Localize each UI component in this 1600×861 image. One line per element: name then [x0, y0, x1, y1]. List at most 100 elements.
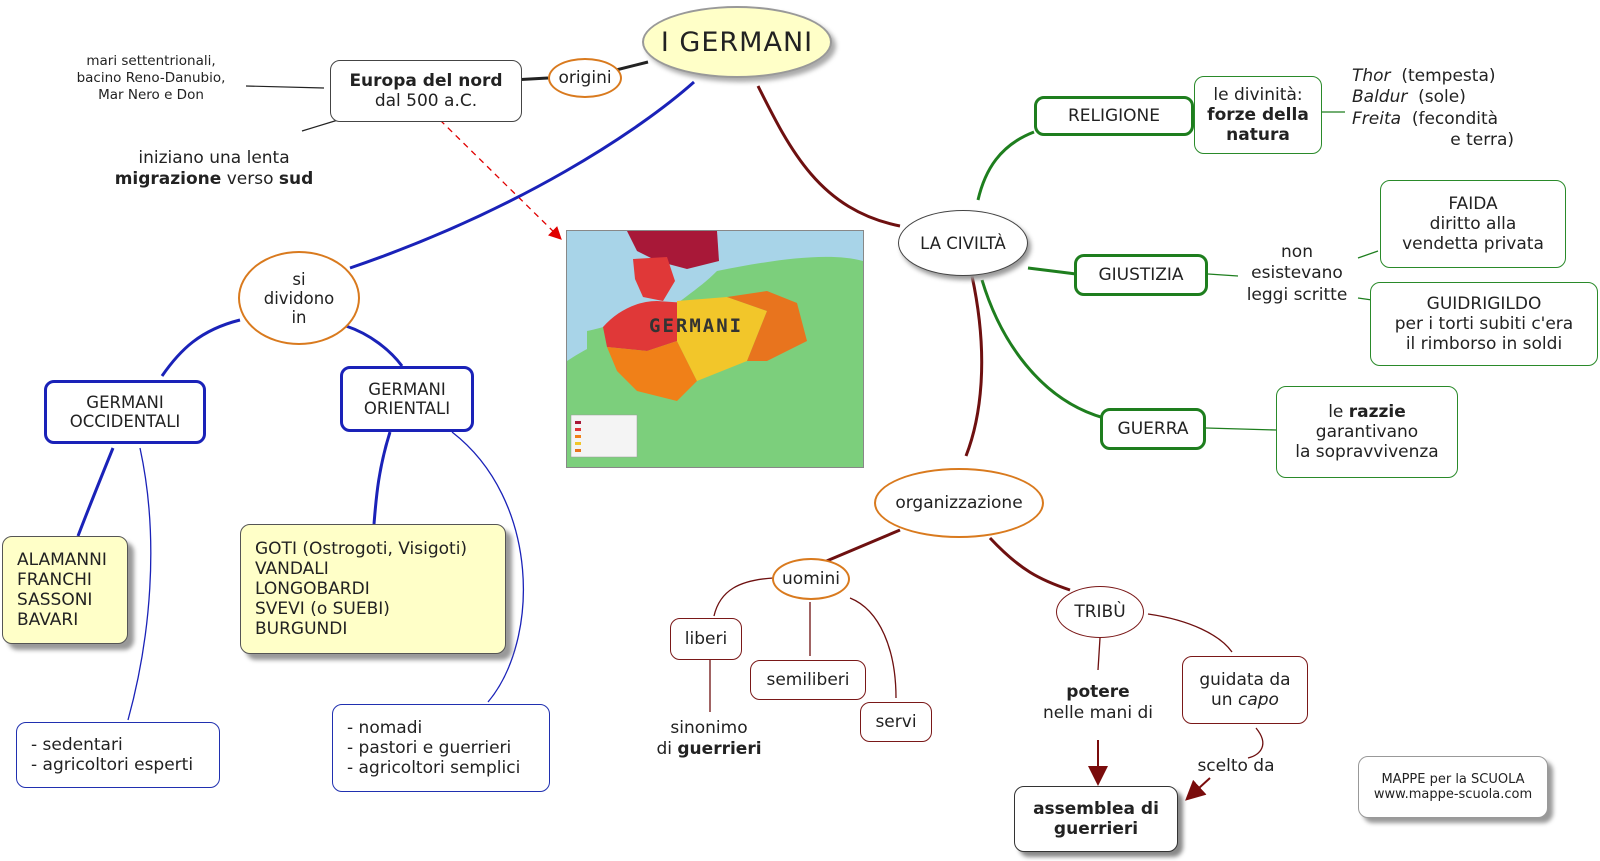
semiliberi-node: semiliberi	[750, 660, 866, 700]
east-tribe: SVEVI (o SUEBI)	[255, 599, 390, 619]
east-traits-box: - nomadi - pastori e guerrieri - agricol…	[332, 704, 550, 792]
religione-node: RELIGIONE	[1034, 96, 1194, 136]
guerra-node: GUERRA	[1100, 408, 1206, 450]
europe-map: GERMANI	[566, 230, 864, 468]
europa-line1: Europa del nord	[349, 71, 503, 91]
west-trait: - agricoltori esperti	[31, 755, 194, 775]
migration-line2: migrazione verso sud	[94, 169, 334, 190]
east-tribes-box: GOTI (Ostrogoti, Visigoti) VANDALI LONGO…	[240, 524, 506, 654]
civilta-node: LA CIVILTÀ	[898, 210, 1028, 276]
scelto-label: scelto da	[1197, 756, 1275, 776]
guerra-desc-bold: razzie	[1348, 402, 1406, 422]
east-tribe: GOTI (Ostrogoti, Visigoti)	[255, 539, 468, 559]
faida-line3: vendetta privata	[1402, 234, 1544, 254]
europa-node: Europa del nord dal 500 a.C.	[330, 60, 522, 122]
god-name: Freita	[1352, 108, 1402, 129]
dividono-node: si dividono in	[238, 251, 360, 345]
tribu-label: TRIBÙ	[1074, 602, 1126, 622]
religione-desc-box: le divinità: forze della natura	[1194, 76, 1322, 154]
east-trait: - pastori e guerrieri	[347, 738, 512, 758]
map-label: GERMANI	[649, 315, 744, 337]
assemblea-line1: assemblea di	[1033, 799, 1159, 819]
footer-line1: MAPPE per la SCUOLA	[1381, 772, 1525, 787]
sinonimo-pre: di	[656, 739, 678, 760]
west-tribe: ALAMANNI	[17, 550, 107, 570]
servi-node: servi	[860, 702, 932, 742]
faida-box: FAIDA diritto alla vendetta privata	[1380, 180, 1566, 268]
religione-desc-line3: natura	[1226, 125, 1290, 145]
occidentali-line1: GERMANI	[86, 393, 164, 412]
guerra-desc-line3: la sopravvivenza	[1295, 442, 1439, 462]
map-graphic	[567, 231, 863, 467]
migration-text: iniziano una lenta migrazione verso sud	[94, 148, 334, 191]
god-name: Thor	[1352, 66, 1391, 86]
guerra-desc-line1: le razzie	[1328, 402, 1406, 422]
guidata-line2: un capo	[1211, 690, 1279, 710]
west-tribe: SASSONI	[17, 590, 93, 610]
god-item: Thor (tempesta)	[1352, 66, 1522, 87]
west-trait: - sedentari	[31, 735, 123, 755]
guerra-desc-box: le razzie garantivano la sopravvivenza	[1276, 386, 1458, 478]
migration-bold2: sud	[278, 169, 314, 190]
potere-bold: potere	[1066, 682, 1130, 702]
germani-occidentali-node: GERMANI OCCIDENTALI	[44, 380, 206, 444]
sinonimo-line2: di guerrieri	[644, 739, 774, 760]
seas-line3: Mar Nero e Don	[98, 86, 204, 103]
liberi-node: liberi	[670, 618, 742, 660]
guidata-pre: un	[1211, 690, 1238, 710]
organizzazione-label: organizzazione	[895, 493, 1023, 513]
guerra-desc-pre: le	[1328, 402, 1349, 422]
dividono-line2: dividono	[263, 288, 335, 308]
seas-text: mari settentrionali, bacino Reno-Danubio…	[56, 53, 246, 104]
guidrigildo-line3: il rimborso in soldi	[1405, 334, 1563, 354]
guidata-node: guidata da un capo	[1182, 656, 1308, 724]
title-text: I GERMANI	[660, 26, 814, 58]
west-tribe: FRANCHI	[17, 570, 92, 590]
god-item: Baldur (sole)	[1352, 87, 1522, 108]
guidata-italic: capo	[1237, 690, 1279, 710]
religione-desc-line2: forze della	[1207, 105, 1309, 125]
footer-line2: www.mappe-scuola.com	[1373, 787, 1533, 802]
origini-node: origini	[548, 58, 622, 98]
god-name: Baldur	[1352, 87, 1408, 108]
germani-orientali-node: GERMANI ORIENTALI	[340, 366, 474, 432]
god-desc: (fecondità	[1401, 108, 1499, 129]
organizzazione-node: organizzazione	[874, 468, 1044, 538]
orientali-line1: GERMANI	[368, 380, 446, 399]
east-trait: - nomadi	[347, 718, 423, 738]
sinonimo-bold: guerrieri	[677, 739, 762, 760]
guidrigildo-line1: GUIDRIGILDO	[1426, 294, 1542, 314]
assemblea-line2: guerrieri	[1053, 819, 1139, 839]
sinonimo-text: sinonimo di guerrieri	[644, 718, 774, 761]
potere-text: potere nelle mani di	[1026, 682, 1170, 725]
east-tribe: BURGUNDI	[255, 619, 348, 639]
guidrigildo-box: GUIDRIGILDO per i torti subiti c'era il …	[1370, 282, 1598, 366]
dividono-line3: in	[291, 307, 307, 327]
occidentali-line2: OCCIDENTALI	[69, 412, 181, 431]
guidrigildo-line2: per i torti subiti c'era	[1394, 314, 1574, 334]
footer-credit: MAPPE per la SCUOLA www.mappe-scuola.com	[1358, 756, 1548, 818]
migration-line1: iniziano una lenta	[138, 148, 290, 168]
giustizia-desc-line3: leggi scritte	[1246, 284, 1348, 305]
dividono-line1: si	[292, 269, 306, 289]
uomini-label: uomini	[782, 569, 840, 589]
god-item: Freita (fecondità	[1352, 109, 1522, 130]
sinonimo-line1: sinonimo	[670, 718, 748, 738]
title-node: I GERMANI	[642, 6, 832, 78]
religione-desc-line1: le divinità:	[1213, 85, 1303, 105]
guidata-line1: guidata da	[1199, 670, 1291, 690]
scelto-text: scelto da	[1186, 756, 1286, 777]
religione-label: RELIGIONE	[1067, 106, 1161, 126]
guerra-label: GUERRA	[1117, 419, 1189, 439]
civilta-label: LA CIVILTÀ	[920, 233, 1006, 253]
west-tribes-box: ALAMANNI FRANCHI SASSONI BAVARI	[2, 536, 128, 644]
east-tribe: VANDALI	[255, 559, 329, 579]
west-tribe: BAVARI	[17, 610, 79, 630]
seas-line1: mari settentrionali,	[86, 53, 216, 69]
giustizia-desc: non esistevano leggi scritte	[1236, 242, 1358, 306]
gods-list: Thor (tempesta) Baldur (sole) Freita (fe…	[1352, 66, 1522, 151]
migration-mid: verso	[221, 169, 279, 190]
giustizia-desc-line2: esistevano	[1251, 263, 1343, 284]
servi-label: servi	[875, 712, 917, 732]
west-traits-box: - sedentari - agricoltori esperti	[16, 722, 220, 788]
